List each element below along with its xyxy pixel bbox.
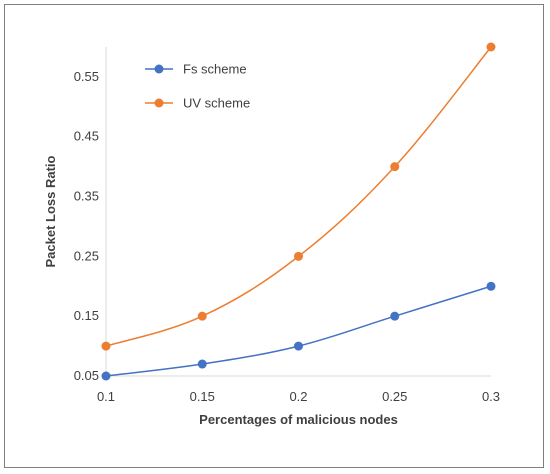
x-axis-label: Percentages of malicious nodes [199, 412, 398, 427]
data-point [197, 359, 207, 369]
y-tick-labels: 0.05 0.15 0.25 0.35 0.45 0.55 [74, 69, 99, 383]
data-point [390, 162, 400, 172]
line-chart: 0.050.150.250.350.450.55 0.1 0.15 0.2 0.25 0… [43, 42, 500, 427]
y-tick-label: 0.45 [74, 129, 99, 144]
data-point [294, 341, 303, 351]
y-tick-label: 0.15 [74, 308, 99, 323]
data-point [486, 281, 496, 291]
data-point [486, 42, 496, 52]
data-point [390, 311, 400, 321]
data-point [101, 341, 111, 351]
legend: Fs scheme UV scheme [145, 62, 250, 111]
y-axis-label: Packet Loss Ratio [43, 155, 58, 267]
legend-label: Fs scheme [183, 62, 247, 77]
legend-marker [154, 64, 164, 74]
series-line-1 [105, 285, 492, 377]
series-layer [101, 42, 496, 381]
x-tick-labels: 0.1 0.15 0.2 0.25 0.3 [97, 389, 500, 404]
y-tick-label: 0.05 [74, 368, 99, 383]
x-tick-label: 0.15 [190, 389, 215, 404]
x-tick-label: 0.2 [289, 389, 307, 404]
x-tick-label: 0.3 [482, 389, 500, 404]
legend-marker [154, 98, 164, 108]
y-tick-label: 0.55 [74, 69, 99, 84]
y-tick-label: 0.35 [74, 189, 99, 204]
y-tick-label: 0.25 [74, 248, 99, 263]
data-point [294, 251, 303, 261]
data-point [197, 311, 207, 321]
x-tick-label: 0.25 [382, 389, 407, 404]
x-tick-label: 0.1 [97, 389, 115, 404]
chart-frame: 0.05 0.15 0.25 0.35 0.45 0.55 0.1 0.15 0.2 0.25 0… [4, 4, 544, 468]
legend-label: UV scheme [183, 96, 250, 111]
axes [105, 47, 491, 377]
series-line-2 [105, 46, 492, 347]
data-point [101, 371, 111, 381]
